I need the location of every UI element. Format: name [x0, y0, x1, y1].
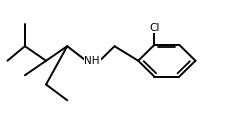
Text: NH: NH: [84, 56, 100, 66]
Text: Cl: Cl: [149, 23, 160, 33]
